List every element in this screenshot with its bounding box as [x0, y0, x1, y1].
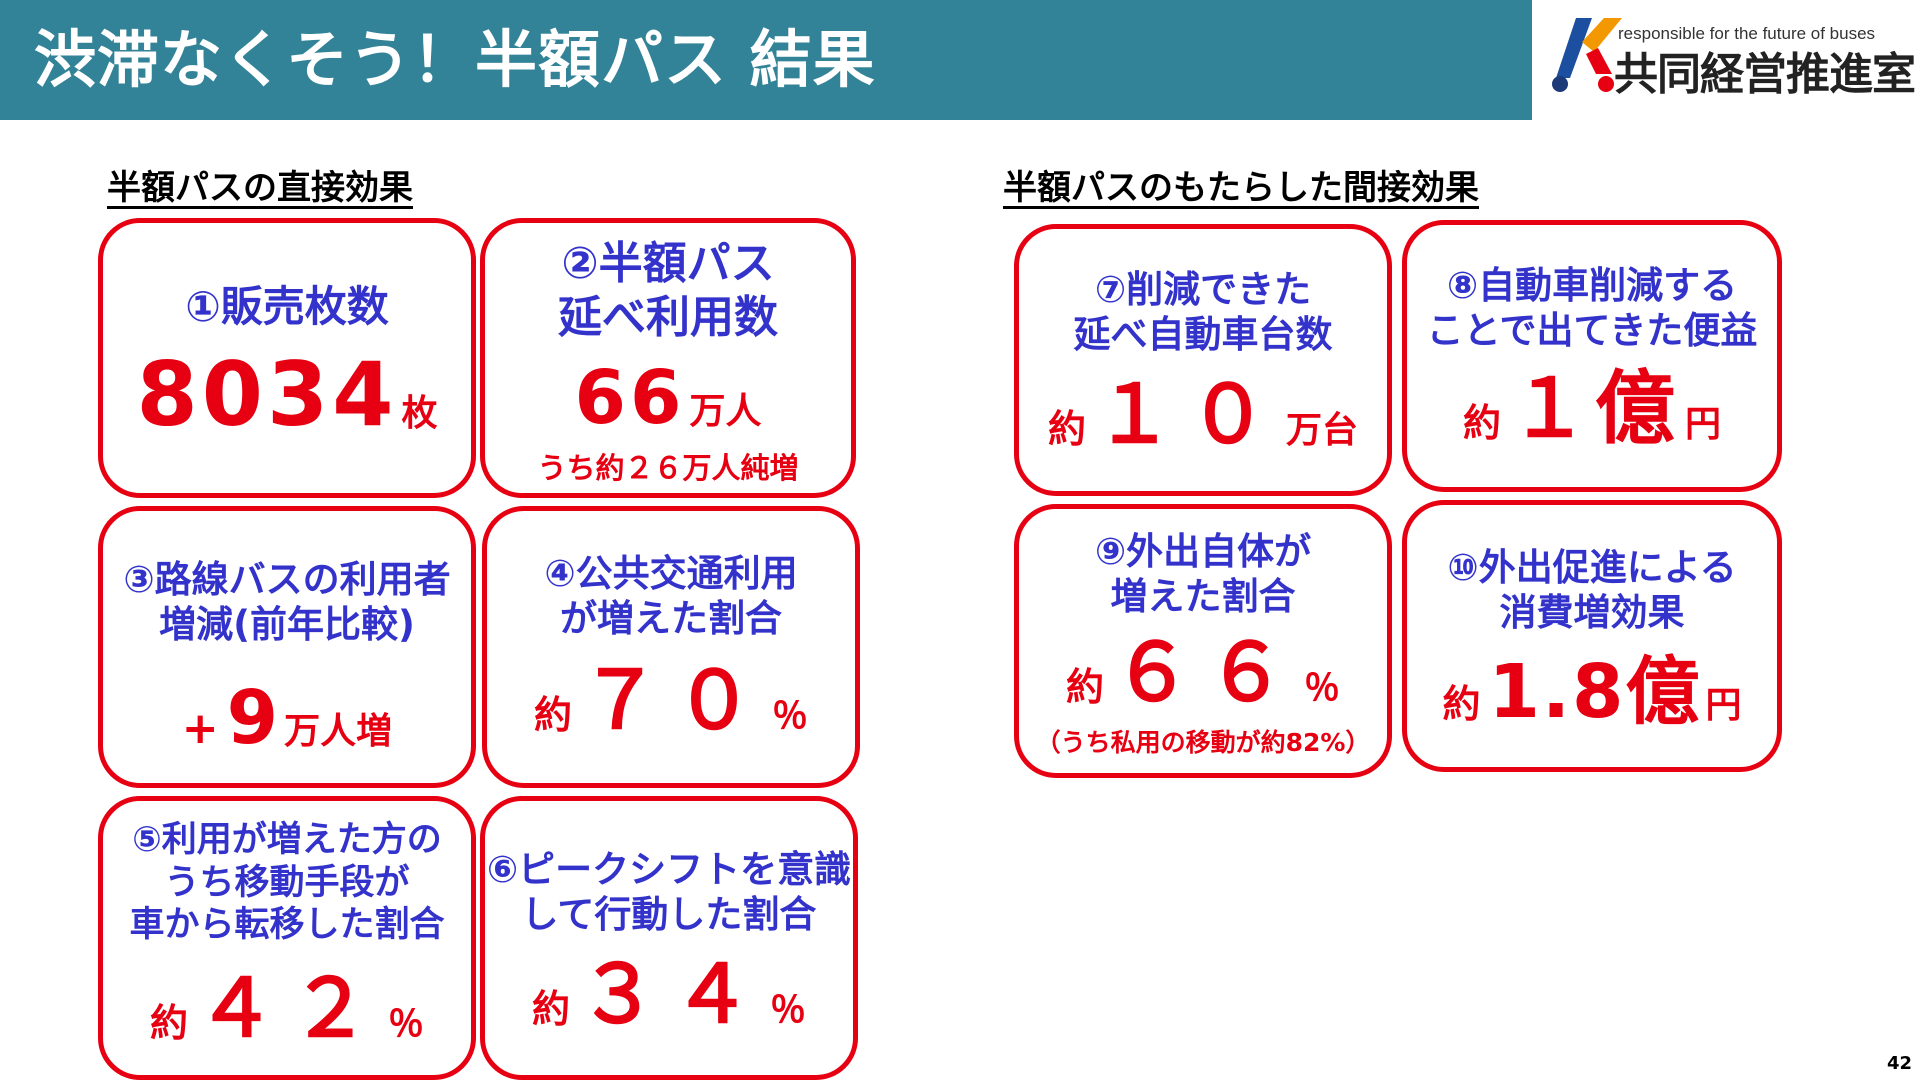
card-title-line: ③路線バスの利用者 [123, 558, 451, 601]
card-unit: 枚 [401, 393, 438, 434]
card-title-line: 車から転移した割合 [129, 905, 445, 946]
card-title: ⑤利用が増えた方の うち移動手段が 車から転移した割合 [103, 819, 471, 947]
card-sales-count: ①販売枚数 8034 枚 [98, 218, 476, 498]
card-title-line: ①販売枚数 [185, 282, 389, 331]
card-unit: 万台 [1286, 410, 1359, 451]
card-value-row: 約 ７０ ％ [487, 661, 855, 741]
card-value: ３４ [578, 948, 766, 1041]
card-title-line: ②半額パス [561, 238, 775, 289]
card-title: ⑥ピークシフトを意識 して行動した割合 [485, 847, 853, 937]
card-title-line: うち移動手段が [164, 862, 410, 903]
card-prefix: 約 [531, 987, 570, 1031]
card-title-line: 延べ利用数 [558, 291, 778, 343]
card-car-shift-share: ⑤利用が増えた方の うち移動手段が 車から転移した割合 約 ４２ ％ [98, 796, 476, 1080]
card-peak-shift-share: ⑥ピークシフトを意識 して行動した割合 約 ３４ ％ [480, 796, 858, 1080]
card-unit: ％ [388, 1004, 425, 1045]
card-title: ①販売枚数 [103, 281, 471, 332]
card-title: ⑦削減できた 延べ自動車台数 [1019, 267, 1387, 357]
card-title: ⑨外出自体が 増えた割合 [1019, 529, 1387, 619]
card-title-line: ⑦削減できた [1094, 268, 1312, 311]
card-note: うち約２６万人純増 [537, 451, 799, 485]
card-bus-user-change: ③路線バスの利用者 増減(前年比較) +9 万人増 [98, 506, 476, 788]
card-value: 8034 [136, 343, 398, 446]
card-prefix: 約 [1462, 401, 1501, 445]
card-title: ④公共交通利用 が増えた割合 [487, 551, 855, 641]
card-unit: 円 [1685, 404, 1722, 445]
card-unit: ％ [1304, 668, 1341, 709]
direct-effects-heading: 半額パスの直接効果 [107, 168, 413, 208]
card-value: ６６ [1112, 626, 1300, 719]
card-value-row: 8034 枚 [103, 351, 471, 439]
card-value: 66 [574, 355, 686, 441]
card-prefix: 約 [1442, 682, 1481, 726]
card-unit: ％ [772, 696, 809, 737]
card-title-line: 増えた割合 [1110, 575, 1296, 619]
card-value: １０ [1094, 368, 1282, 461]
card-cars-reduced: ⑦削減できた 延べ自動車台数 約 １０ 万台 [1014, 224, 1392, 496]
card-title-line: ⑨外出自体が [1094, 530, 1312, 573]
card-title-line: が増えた割合 [560, 597, 782, 641]
page-title: 渋滞なくそう！半額パス 結果 [34, 23, 876, 96]
organization-logo: responsible for the future of buses 共同経営… [1548, 12, 1920, 108]
card-value-row: +9 万人増 [103, 681, 471, 755]
card-value-row: 約 １０ 万台 [1019, 375, 1387, 455]
card-title-line: ④公共交通利用 [544, 552, 798, 595]
card-outing-increase: ⑨外出自体が 増えた割合 約 ６６ ％ （うち私用の移動が約82%） [1014, 504, 1392, 778]
card-title-line: ことで出てきた便益 [1426, 309, 1758, 353]
card-title-line: ⑥ピークシフトを意識 [486, 848, 852, 891]
header-bar: 渋滞なくそう！半額パス 結果 [0, 0, 1532, 120]
card-car-reduction-benefit: ⑧自動車削減する ことで出てきた便益 約 １億円 [1402, 220, 1782, 492]
card-total-usage: ②半額パス 延べ利用数 66 万人 うち約２６万人純増 [480, 218, 856, 498]
card-title: ③路線バスの利用者 増減(前年比較) [103, 557, 471, 647]
card-value: ４２ [196, 962, 384, 1055]
card-value: 1.8億 [1488, 649, 1702, 735]
card-title: ⑩外出促進による 消費増効果 [1407, 545, 1777, 635]
card-title: ②半額パス 延べ利用数 [485, 237, 851, 344]
logo-mark-icon [1552, 18, 1622, 92]
card-value-row: 約 ４２ ％ [103, 969, 471, 1049]
card-unit: 万人増 [284, 711, 393, 752]
logo-name: 共同経営推進室 [1614, 49, 1916, 100]
card-title-line: 延べ自動車台数 [1073, 313, 1333, 357]
card-public-transit-share: ④公共交通利用 が増えた割合 約 ７０ ％ [482, 506, 860, 788]
card-value-row: 約 ３４ ％ [485, 955, 853, 1035]
card-prefix: 約 [533, 693, 572, 737]
card-title-line: ⑧自動車削減する [1446, 264, 1738, 307]
card-title-line: して行動した割合 [521, 893, 817, 937]
card-note: （うち私用の移動が約82%） [1035, 728, 1371, 757]
card-value: １億 [1509, 362, 1681, 455]
card-title: ⑧自動車削減する ことで出てきた便益 [1407, 263, 1777, 353]
card-prefix: 約 [1065, 665, 1104, 709]
logo-tagline: responsible for the future of buses [1618, 24, 1876, 43]
card-value-row: 約 1.8億円 [1407, 655, 1777, 729]
card-title-line: 増減(前年比較) [159, 603, 415, 647]
indirect-effects-heading: 半額パスのもたらした間接効果 [1003, 168, 1479, 208]
card-title-line: ⑩外出促進による [1447, 546, 1737, 589]
card-unit: 円 [1705, 685, 1742, 726]
card-unit: 万人 [689, 391, 762, 432]
card-value: ７０ [580, 654, 768, 747]
card-unit: ％ [770, 990, 807, 1031]
card-value-row: 約 ６６ ％ [1019, 633, 1387, 713]
card-value-row: 66 万人 [485, 361, 851, 435]
card-consumption-effect: ⑩外出促進による 消費増効果 約 1.8億円 [1402, 500, 1782, 772]
card-prefix: 約 [1047, 407, 1086, 451]
card-prefix: 約 [149, 1001, 188, 1045]
page-number: 42 [1886, 1053, 1912, 1074]
card-value-row: 約 １億円 [1407, 369, 1777, 449]
card-title-line: ⑤利用が増えた方の [132, 820, 442, 860]
card-prefix: + [181, 703, 219, 754]
card-title-line: 消費増効果 [1499, 591, 1685, 635]
card-value: 9 [226, 675, 281, 761]
